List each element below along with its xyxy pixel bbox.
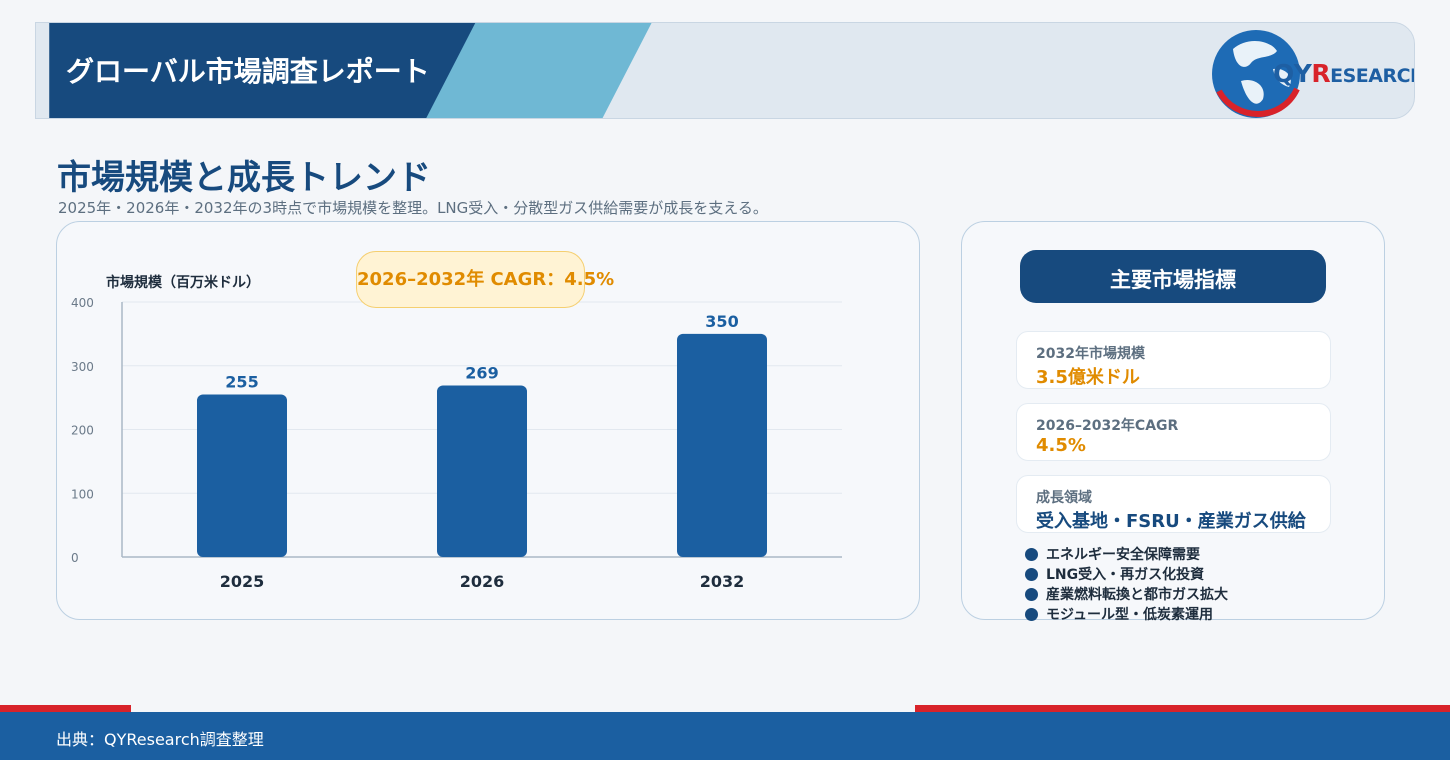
list-item: 産業燃料転換と都市ガス拡大 (1025, 585, 1228, 605)
footer-accent-left (0, 705, 131, 713)
list-item: LNG受入・再ガス化投資 (1025, 565, 1228, 585)
y-axis-title: 市場規模（百万米ドル） (106, 275, 260, 291)
list-item-text: LNG受入・再ガス化投資 (1046, 567, 1205, 583)
list-item: エネルギー安全保障需要 (1025, 545, 1228, 565)
y-tick-label: 200 (71, 424, 94, 438)
indicator-label: 成長領域 (1036, 490, 1092, 506)
qyresearch-logo: QYRESEARCH (1211, 29, 1414, 118)
indicator-cagr: 2026–2032年CAGR 4.5% (1016, 403, 1331, 461)
bullet-dot-icon (1025, 588, 1038, 601)
header-banner (49, 23, 652, 118)
indicator-value: 受入基地・FSRU・産業ガス供給 (1036, 511, 1306, 532)
y-tick-label: 300 (71, 360, 94, 374)
list-item-text: エネルギー安全保障需要 (1046, 547, 1200, 563)
y-tick-label: 100 (71, 487, 94, 501)
footer-bar: 出典：QYResearch調査整理 (0, 712, 1450, 760)
bar (677, 333, 767, 557)
indicator-value: 3.5億米ドル (1036, 367, 1140, 388)
y-tick-label: 400 (71, 296, 94, 310)
x-tick-label: 2025 (220, 572, 265, 591)
indicator-value: 4.5% (1036, 435, 1086, 456)
logo-letter-r: R (1311, 59, 1331, 88)
bar-value-label: 255 (225, 372, 258, 391)
indicator-label: 2032年市場規模 (1036, 346, 1145, 362)
logo-letter-q: Q (1273, 59, 1294, 88)
x-tick-label: 2032 (700, 572, 745, 591)
x-tick-label: 2026 (460, 572, 505, 591)
indicator-growth-areas: 成長領域 受入基地・FSRU・産業ガス供給 (1016, 475, 1331, 533)
report-header: グローバル市場調査レポート QYRESEARCH (35, 22, 1415, 119)
bar (437, 385, 527, 557)
list-item-text: モジュール型・低炭素運用 (1046, 607, 1214, 623)
bullet-dot-icon (1025, 608, 1038, 621)
footer-accent-right (915, 705, 1450, 713)
bullet-dot-icon (1025, 548, 1038, 561)
bar (197, 394, 287, 557)
indicator-label: 2026–2032年CAGR (1036, 418, 1179, 434)
chart-card: 0 100 200 300 400 255 2025 269 2026 350 2032 市場規模（… (56, 221, 920, 620)
logo-letters-esearch: ESEARCH (1330, 65, 1414, 87)
bullet-dot-icon (1025, 568, 1038, 581)
cagr-badge: 2026–2032年 CAGR：4.5% (356, 251, 614, 308)
header-title: グローバル市場調査レポート (66, 55, 430, 88)
key-indicators-card: 主要市場指標 2032年市場規模 3.5億米ドル 2026–2032年CAGR … (961, 221, 1385, 623)
footer-source: 出典：QYResearch調査整理 (56, 730, 264, 749)
list-item-text: 産業燃料転換と都市ガス拡大 (1046, 587, 1228, 603)
globe-icon (1212, 30, 1300, 118)
bar-value-label: 350 (705, 312, 738, 331)
section-title: 市場規模と成長トレンド (57, 158, 431, 198)
bar-chart: 0 100 200 300 400 255 2025 269 2026 350 2032 (71, 296, 842, 591)
y-tick-label: 0 (71, 551, 79, 565)
section-subtitle: 2025年・2026年・2032年の3時点で市場規模を整理。LNG受入・分散型ガ… (58, 199, 768, 217)
indicators-title: 主要市場指標 (1020, 250, 1326, 303)
logo-letter-y: Y (1293, 59, 1312, 88)
indicator-market-size: 2032年市場規模 3.5億米ドル (1016, 331, 1331, 389)
logo-wordmark: QYRESEARCH (1273, 59, 1414, 88)
driver-list: エネルギー安全保障需要 LNG受入・再ガス化投資 産業燃料転換と都市ガス拡大 モ… (1025, 545, 1228, 625)
list-item: モジュール型・低炭素運用 (1025, 605, 1228, 625)
bar-value-label: 269 (465, 364, 498, 383)
